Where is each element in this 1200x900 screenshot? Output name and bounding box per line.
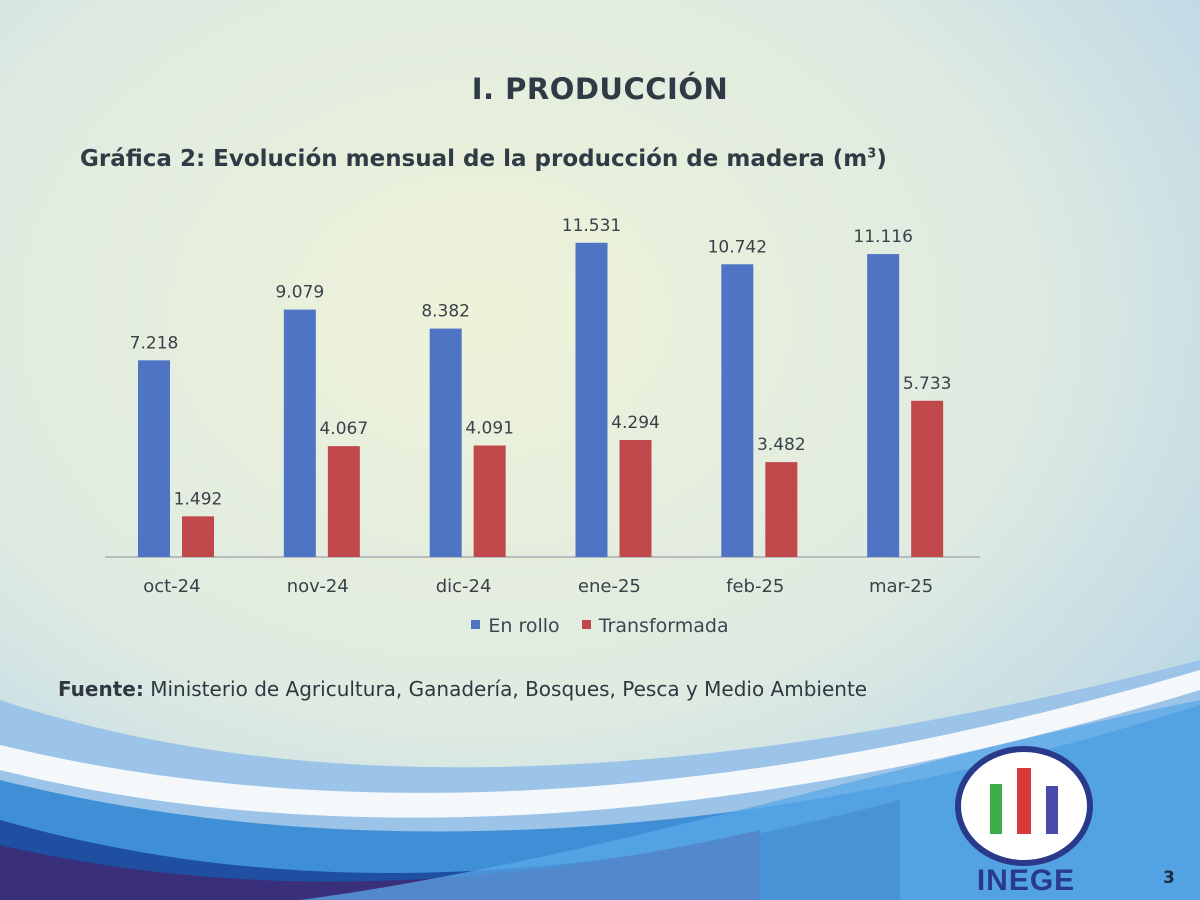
bar-transformada-oct-24 [182, 516, 214, 557]
x-tick-label-ene-25: ene-25 [578, 576, 641, 597]
legend-swatch-transformada [581, 620, 591, 629]
x-tick-label-feb-25: feb-25 [726, 576, 784, 597]
chart-title-superscript: 3 [867, 146, 877, 162]
chart-title-text: Gráfica 2: Evolución mensual de la produ… [80, 146, 868, 172]
bar-transformada-mar-25 [911, 400, 944, 557]
data-label-en-rollo-ene-25: 11.531 [562, 216, 621, 236]
wave-white [0, 670, 1200, 818]
data-label-en-rollo-dic-24: 8.382 [421, 302, 470, 322]
bar-en-rollo-mar-25 [867, 254, 900, 558]
bar-en-rollo-dic-24 [429, 328, 462, 557]
source-text: Ministerio de Agricultura, Ganadería, Bo… [150, 677, 868, 701]
source-label: Fuente: [58, 677, 144, 701]
legend-label-transformada: Transformada [598, 615, 729, 637]
x-tick-label-nov-24: nov-24 [287, 576, 349, 597]
data-label-transformada-mar-25: 5.733 [903, 374, 952, 394]
bar-en-rollo-nov-24 [283, 309, 316, 557]
bar-transformada-nov-24 [327, 446, 360, 557]
data-label-en-rollo-feb-25: 10.742 [708, 237, 767, 257]
bar-transformada-dic-24 [473, 445, 506, 557]
chart-title: Gráfica 2: Evolución mensual de la produ… [80, 146, 887, 172]
data-label-en-rollo-mar-25: 11.116 [853, 227, 912, 247]
chart-title-suffix: ) [876, 146, 887, 172]
bar-transformada-ene-25 [619, 439, 652, 557]
data-label-transformada-ene-25: 4.294 [611, 413, 660, 433]
data-label-transformada-dic-24: 4.091 [465, 419, 514, 439]
bar-en-rollo-feb-25 [721, 264, 754, 557]
bar-en-rollo-ene-25 [575, 242, 608, 557]
x-tick-label-mar-25: mar-25 [869, 576, 933, 597]
chart-legend: En rollo Transformada [0, 615, 1200, 637]
data-label-transformada-nov-24: 4.067 [319, 419, 368, 439]
data-label-en-rollo-nov-24: 9.079 [275, 283, 324, 303]
legend-item-transformada: Transformada [581, 615, 729, 637]
page-number: 3 [1163, 868, 1175, 888]
data-label-en-rollo-oct-24: 7.218 [130, 333, 179, 353]
x-tick-label-dic-24: dic-24 [436, 576, 492, 597]
wave-bright [300, 700, 1200, 900]
section-title: I. PRODUCCIÓN [471, 72, 729, 106]
bar-en-rollo-oct-24 [138, 360, 170, 557]
legend-label-en-rollo: En rollo [488, 615, 560, 637]
data-label-transformada-oct-24: 1.492 [174, 489, 223, 509]
x-tick-label-oct-24: oct-24 [143, 576, 200, 597]
legend-swatch-en-rollo [471, 620, 481, 629]
logo-icon [955, 746, 1093, 866]
source-note: Fuente: Ministerio de Agricultura, Ganad… [58, 677, 867, 701]
legend-item-en-rollo: En rollo [471, 615, 560, 637]
logo-text: INEGE [976, 864, 1076, 897]
data-label-transformada-feb-25: 3.482 [757, 435, 806, 455]
bar-transformada-feb-25 [765, 462, 798, 557]
